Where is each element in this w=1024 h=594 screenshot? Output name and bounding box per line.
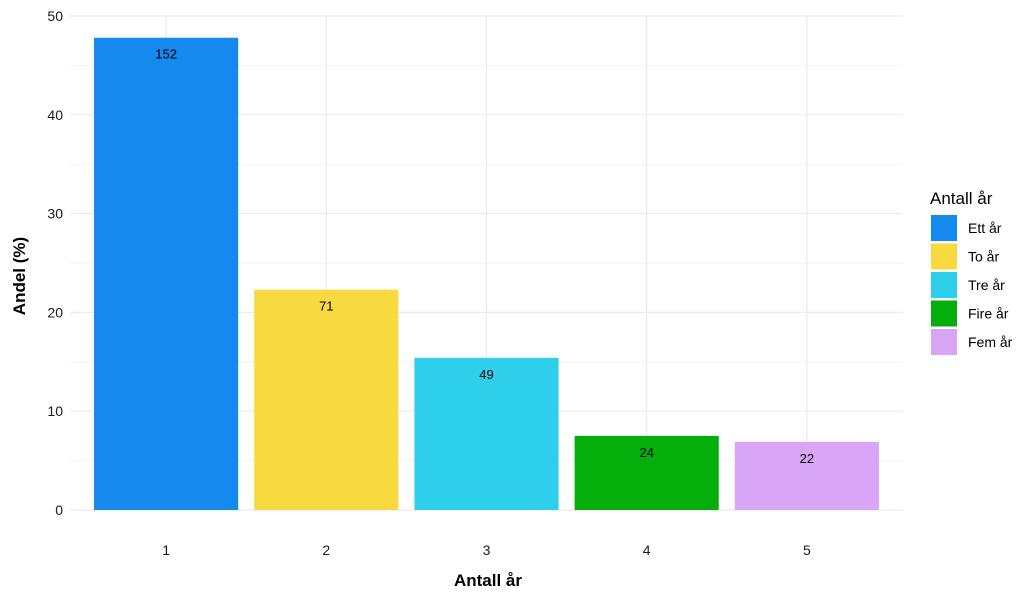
y-tick-label: 10 — [47, 403, 63, 419]
legend: Antall år Ett år To år Tre år Fire år Fem år — [930, 189, 1013, 355]
bar-1 — [94, 37, 239, 511]
x-tick-label: 5 — [803, 542, 811, 558]
legend-key — [931, 329, 957, 355]
bar-value-label: 22 — [800, 451, 814, 466]
y-axis-ticks: 0 10 20 30 40 50 — [47, 8, 63, 518]
bar-4 — [574, 435, 719, 510]
bar-value-label: 49 — [479, 367, 493, 382]
bar-value-label: 71 — [319, 299, 333, 314]
legend-label: Fem år — [968, 334, 1013, 350]
x-tick-label: 2 — [322, 542, 330, 558]
bar-3 — [414, 357, 559, 510]
x-axis-title: Antall år — [454, 571, 522, 590]
y-tick-label: 50 — [47, 8, 63, 24]
y-tick-label: 30 — [47, 206, 63, 222]
y-tick-label: 40 — [47, 107, 63, 123]
legend-key — [931, 243, 957, 270]
y-axis-title: Andel (%) — [10, 237, 29, 315]
legend-label: Tre år — [968, 277, 1005, 293]
x-axis-ticks: 1 2 3 4 5 — [162, 542, 811, 558]
legend-key — [931, 300, 957, 327]
bars — [94, 37, 879, 511]
x-tick-label: 3 — [483, 542, 491, 558]
legend-label: To år — [968, 249, 999, 265]
legend-key — [931, 272, 957, 298]
bar-value-label: 152 — [155, 47, 177, 62]
legend-label: Ett år — [968, 220, 1002, 236]
y-tick-label: 20 — [47, 304, 63, 320]
x-tick-label: 1 — [162, 542, 170, 558]
bar-value-label: 24 — [639, 445, 653, 460]
data-labels: 152 71 49 24 22 — [155, 47, 814, 466]
bar-5 — [734, 441, 879, 510]
x-tick-label: 4 — [643, 542, 651, 558]
legend-label: Fire år — [968, 306, 1009, 322]
bar-2 — [254, 289, 399, 510]
y-tick-label: 0 — [55, 502, 63, 518]
legend-title: Antall år — [930, 189, 993, 208]
legend-key — [931, 215, 957, 241]
